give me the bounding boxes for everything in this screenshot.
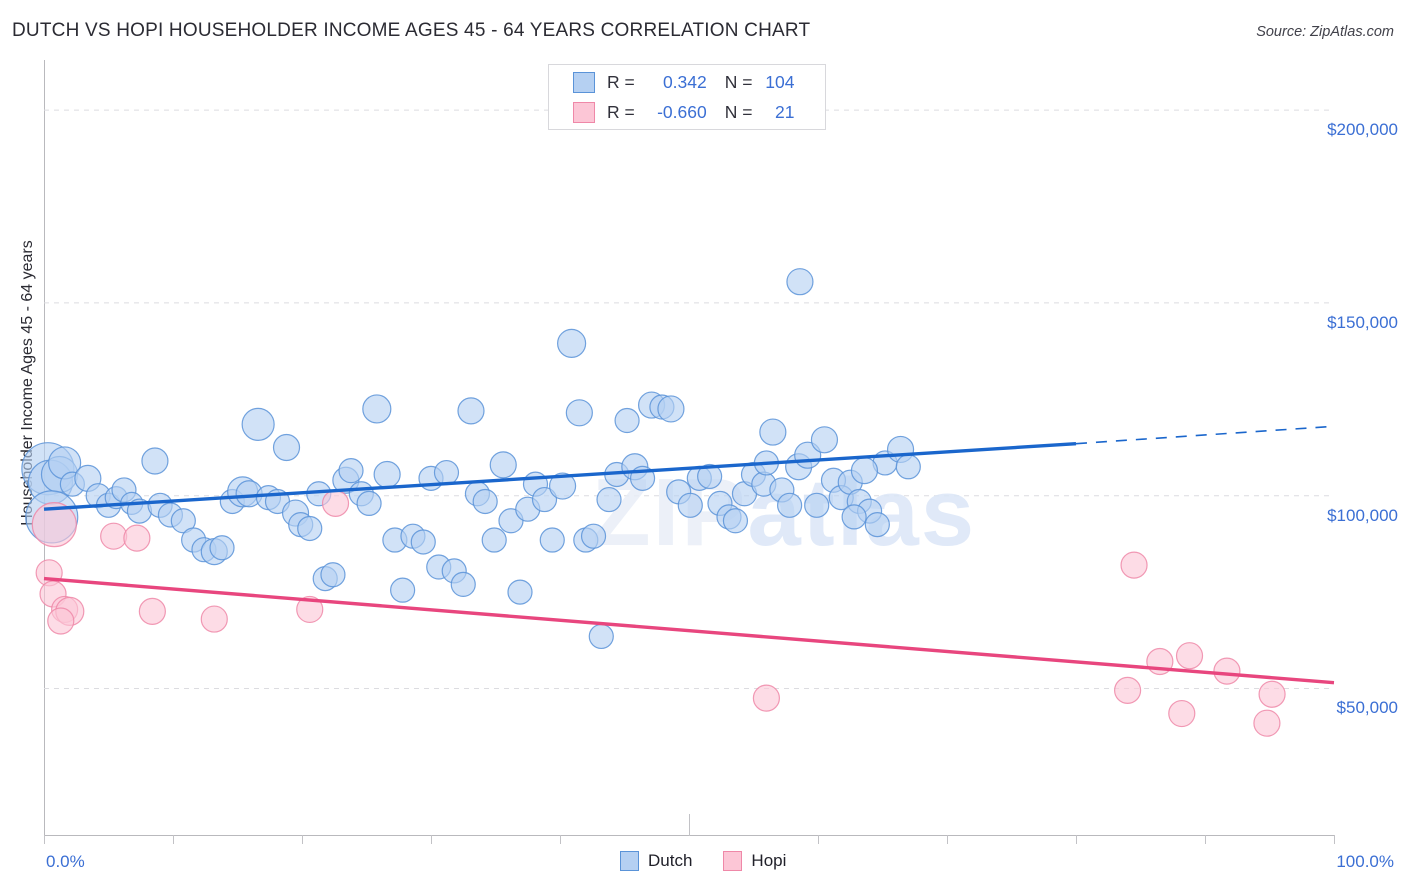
y-axis-tick-label: $50,000: [1336, 698, 1398, 718]
scatter-point: [677, 492, 703, 518]
x-axis-max-label: 100.0%: [1336, 852, 1394, 871]
dutch-n-label: N =: [724, 72, 753, 92]
x-axis-tick: [1205, 835, 1206, 844]
scatter-point: [31, 502, 77, 548]
scatter-point: [539, 527, 565, 553]
dutch-legend-label: Dutch: [648, 851, 693, 870]
scatter-point: [1113, 676, 1142, 705]
x-axis-tick: [560, 835, 561, 844]
scatter-point: [410, 529, 436, 555]
x-axis-tick: [44, 835, 45, 844]
scatter-point: [241, 407, 275, 441]
hopi-r-label: R =: [607, 102, 635, 122]
scatter-point: [810, 426, 839, 454]
scatter-point: [1258, 680, 1286, 708]
scatter-point: [138, 597, 166, 625]
scatter-point: [297, 515, 323, 542]
scatter-point: [457, 397, 485, 425]
trend-lines: [43, 425, 1335, 685]
scatter-point: [752, 684, 781, 712]
y-axis-tick-label: $100,000: [1327, 505, 1398, 525]
dutch-swatch-icon: [573, 72, 595, 93]
x-axis-tick: [1076, 835, 1077, 844]
hopi-n-value: 21: [775, 102, 795, 122]
trend-line: [43, 576, 1335, 685]
scatter-point: [580, 523, 607, 549]
scatter-point: [272, 433, 301, 462]
scatter-point: [1175, 642, 1204, 670]
y-axis-tick-label: $150,000: [1327, 312, 1398, 332]
scatter-point: [362, 394, 392, 424]
trend-line-projection: [1075, 425, 1335, 445]
scatter-point: [841, 504, 867, 530]
scatter-point: [123, 524, 151, 552]
x-axis-tick: [302, 835, 303, 844]
scatter-point: [1120, 551, 1148, 579]
trend-line: [43, 441, 1077, 511]
correlation-stats-box: R = 0.342 N = 104 R = -0.660 N = 21: [548, 64, 826, 130]
scatter-point: [390, 577, 416, 603]
scatter-point: [507, 579, 533, 605]
scatter-point: [697, 463, 723, 490]
y-axis-tick-label: $200,000: [1327, 120, 1398, 140]
scatter-point: [338, 458, 364, 484]
scatter-point: [614, 407, 640, 434]
scatter-point: [1168, 699, 1196, 728]
scatter-point: [864, 512, 890, 538]
series-legend: Dutch Hopi: [620, 851, 808, 871]
x-axis-tick: [947, 835, 948, 844]
legend-item-dutch[interactable]: Dutch: [620, 851, 692, 871]
stats-row-dutch: R = 0.342 N = 104: [549, 67, 825, 98]
x-axis-tick: [173, 835, 174, 844]
scatter-point: [531, 486, 558, 513]
source-attribution: Source: ZipAtlas.com: [1256, 24, 1394, 40]
hopi-r-value: -0.660: [657, 102, 707, 122]
scatter-point: [548, 472, 577, 500]
stats-row-hopi: R = -0.660 N = 21: [549, 97, 825, 128]
x-axis-tick: [818, 835, 819, 844]
scatter-point: [786, 268, 814, 296]
scatter-point: [141, 447, 169, 475]
x-axis-tick: [431, 835, 432, 844]
scatter-point: [296, 595, 324, 624]
dutch-legend-swatch-icon: [620, 851, 639, 871]
scatter-point: [47, 607, 75, 635]
scatter-point: [759, 418, 787, 446]
page-title: DUTCH VS HOPI HOUSEHOLDER INCOME AGES 45…: [12, 20, 811, 41]
hopi-legend-swatch-icon: [723, 851, 743, 871]
scatter-point: [450, 571, 476, 597]
x-axis-min-label: 0.0%: [46, 852, 85, 871]
y-axis-label: Householder Income Ages 45 - 64 years: [19, 240, 36, 526]
scatter-point: [557, 328, 587, 358]
hopi-legend-label: Hopi: [751, 851, 787, 870]
scatter-point: [320, 562, 346, 588]
scatter-point: [481, 527, 507, 553]
legend-item-hopi[interactable]: Hopi: [723, 851, 786, 871]
scatter-point: [209, 535, 235, 561]
x-axis-tick: [1334, 835, 1335, 844]
scatter-point: [200, 605, 228, 633]
hopi-swatch-icon: [573, 102, 595, 123]
scatter-point: [657, 395, 685, 423]
dutch-r-label: R =: [607, 72, 635, 92]
plot-area: ZIPatlas: [21, 60, 1335, 835]
hopi-n-label: N =: [724, 102, 753, 122]
scatter-point: [596, 486, 622, 513]
scatter-point: [356, 490, 382, 517]
scatter-point: [1253, 709, 1281, 737]
dutch-r-value: 0.342: [662, 72, 707, 92]
x-axis-tick: [689, 814, 690, 836]
scatter-point: [170, 508, 196, 534]
scatter-point: [722, 508, 749, 534]
scatter-point: [1213, 657, 1241, 685]
dutch-n-value: 104: [765, 72, 795, 92]
scatter-point: [489, 451, 517, 479]
scatter-point: [777, 492, 803, 518]
scatter-point: [565, 399, 593, 427]
scatter-point: [472, 488, 498, 515]
scatter-point: [804, 492, 830, 518]
